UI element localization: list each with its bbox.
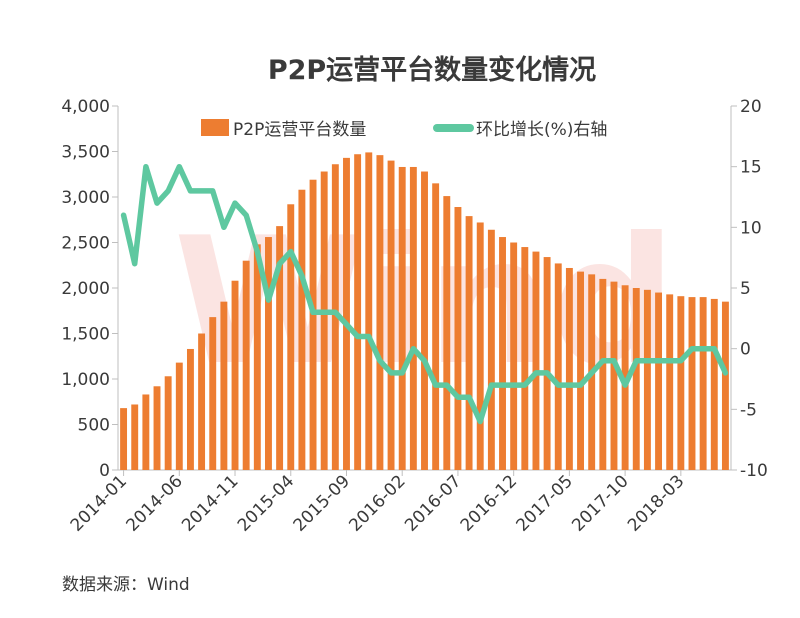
bar [320, 171, 328, 470]
bar [543, 257, 551, 470]
bar [487, 229, 495, 470]
bar [376, 155, 384, 470]
left-tick-label: 4,000 [61, 97, 110, 117]
bar [688, 297, 696, 470]
bar [309, 179, 317, 470]
left-tick-label: 2,000 [61, 279, 110, 299]
bar [621, 285, 629, 470]
bar [710, 298, 718, 470]
bar [554, 263, 562, 470]
right-tick-label: 5 [740, 279, 751, 299]
bar [499, 237, 506, 470]
bar [253, 244, 261, 470]
x-tick-label: 2014-11 [178, 471, 242, 535]
x-tick-label: 2015-04 [234, 471, 298, 535]
right-tick-label: -5 [740, 400, 757, 420]
left-tick-label: 3,500 [61, 143, 110, 163]
bar [432, 183, 440, 470]
bar [276, 226, 284, 470]
bar [521, 247, 529, 470]
left-tick-label: 3,000 [61, 188, 110, 208]
line-series [120, 163, 729, 425]
bar [610, 281, 618, 470]
source-note: 数据来源：Wind [62, 575, 190, 595]
bar [510, 242, 518, 470]
legend: P2P运营平台数量 环比增长(%)右轴 [201, 119, 607, 140]
bar [655, 292, 663, 470]
left-tick-label: 2,500 [61, 234, 110, 254]
legend-bar-label: P2P运营平台数量 [233, 120, 366, 140]
right-tick-label: 15 [740, 158, 762, 178]
bar [298, 189, 306, 470]
bar [409, 166, 417, 470]
bar [532, 251, 540, 470]
x-tick-label: 2016-02 [345, 471, 409, 535]
x-tick-label: 2016-07 [401, 471, 465, 535]
bar [465, 216, 473, 470]
right-tick-label: 20 [740, 97, 762, 117]
bar [153, 386, 161, 470]
x-tick-label: 2016-12 [457, 471, 521, 535]
bar [231, 280, 239, 470]
x-tick-label: 2014-06 [122, 471, 186, 535]
left-axis-ticks: 0 500 1,000 1,500 2,000 2,500 3,000 3,500 4,000 [61, 97, 118, 481]
bar [632, 288, 640, 470]
bar [220, 301, 228, 470]
x-tick-label: 2018-03 [624, 471, 688, 535]
x-axis-ticks: 2014-012014-062014-112015-042015-092016-… [67, 470, 688, 536]
bar [577, 271, 584, 470]
bar [198, 333, 206, 470]
bar [599, 278, 607, 470]
bar [287, 204, 295, 470]
bar [120, 408, 128, 470]
bar [164, 376, 172, 470]
x-tick-label: 2014-01 [67, 471, 131, 535]
bar [175, 362, 183, 470]
bar-series [120, 152, 729, 471]
bar [476, 222, 484, 470]
bar [721, 301, 729, 470]
bar [354, 154, 362, 471]
bar [365, 152, 373, 470]
bar [398, 166, 406, 470]
left-tick-label: 500 [78, 416, 110, 436]
right-tick-label: 0 [740, 340, 751, 360]
legend-bar-swatch [201, 119, 229, 136]
bar [209, 317, 217, 470]
left-tick-label: 1,000 [61, 370, 110, 390]
bar [387, 160, 395, 470]
bar [242, 260, 250, 470]
legend-line-label: 环比增长(%)右轴 [476, 120, 607, 140]
right-axis-ticks: -10 -5 0 5 10 15 20 [731, 97, 768, 481]
bar [131, 404, 139, 470]
bar [677, 296, 685, 470]
left-tick-label: 0 [99, 461, 110, 481]
right-tick-label: 10 [740, 218, 762, 238]
bar [666, 294, 674, 470]
bar [421, 171, 428, 470]
left-tick-label: 1,500 [61, 325, 110, 345]
chart-title: P2P运营平台数量变化情况 [268, 54, 596, 86]
bar [454, 207, 462, 470]
bar [186, 348, 194, 470]
bar [643, 289, 651, 470]
x-tick-label: 2017-05 [513, 471, 577, 535]
x-tick-label: 2015-09 [290, 471, 354, 535]
bar [331, 164, 339, 471]
growth-line [120, 163, 729, 425]
bar [443, 196, 451, 470]
bar [265, 237, 272, 470]
bar [343, 157, 350, 470]
bar [565, 267, 573, 470]
right-tick-label: -10 [740, 461, 768, 481]
x-tick-label: 2017-10 [568, 471, 632, 535]
bar [699, 297, 707, 470]
bar [142, 394, 150, 470]
